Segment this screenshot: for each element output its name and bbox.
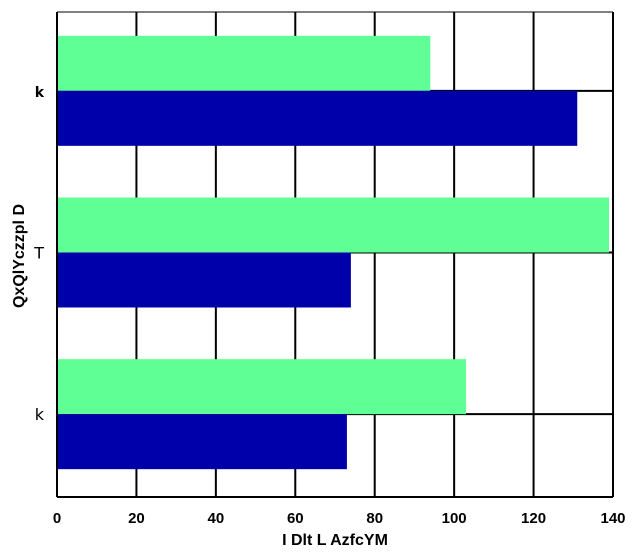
bar-s0-c2 [57,359,467,415]
x-tick-label-3: 60 [287,510,304,527]
x-tick-label-1: 20 [128,510,145,527]
x-tick-label-4: 80 [366,510,383,527]
x-tick-label-0: 0 [53,510,61,527]
bar-s1-c2 [57,414,347,470]
x-tick-label-5: 100 [442,510,467,527]
y-tick-label-2: k [35,405,45,424]
x-tick-label-7: 140 [600,510,625,527]
bars [57,35,610,470]
bar-s1-c1 [57,252,351,308]
x-tick-label-2: 40 [208,510,225,527]
x-tick-label-6: 120 [521,510,546,527]
bar-s0-c0 [57,35,431,91]
x-axis-label: I Dlt L AzfcYM [282,532,388,549]
bar-s0-c1 [57,197,610,253]
axes [56,11,613,498]
y-axis-label: QxQlYczzpl D [11,204,28,308]
x-tick-labels: 0 20 40 60 80 100 120 140 [53,510,626,527]
bar-s1-c0 [57,90,578,146]
y-tick-labels: k Tk [33,85,45,424]
y-tick-label-1: T [33,244,44,263]
y-tick-label-0: k [35,85,45,101]
